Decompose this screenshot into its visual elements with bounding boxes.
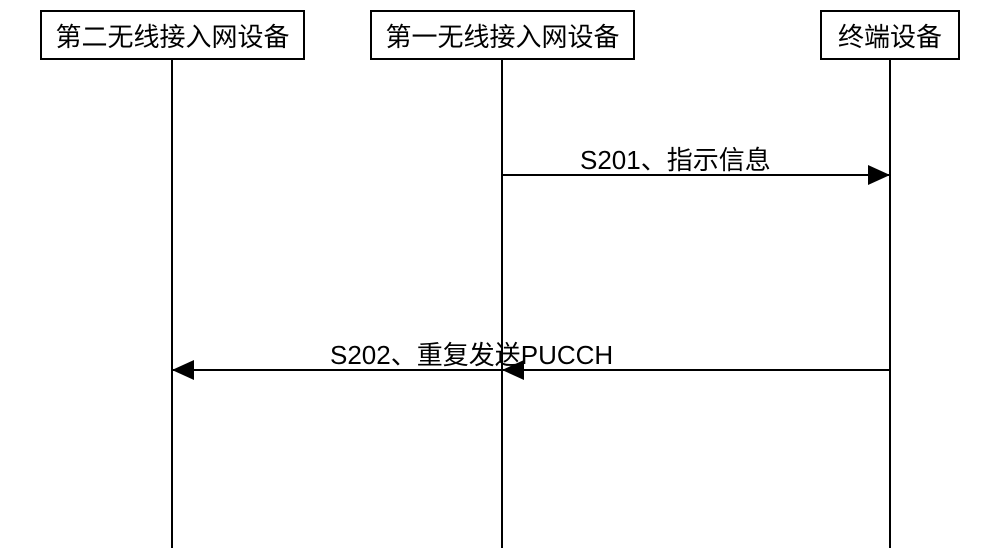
lifeline-second-ran bbox=[171, 60, 173, 548]
arrow-head-s202-mid bbox=[502, 360, 524, 380]
participant-box-terminal: 终端设备 bbox=[820, 10, 960, 60]
message-line-s201 bbox=[502, 174, 890, 176]
message-line-s202 bbox=[172, 369, 890, 371]
lifeline-terminal bbox=[889, 60, 891, 548]
participant-label-second-ran: 第二无线接入网设备 bbox=[55, 17, 289, 54]
arrow-head-s201 bbox=[868, 165, 890, 185]
lifeline-first-ran bbox=[501, 60, 503, 548]
message-label-s202: S202、重复发送PUCCH bbox=[330, 335, 613, 372]
participant-label-terminal: 终端设备 bbox=[838, 17, 942, 54]
sequence-diagram: 第二无线接入网设备 第一无线接入网设备 终端设备 S201、指示信息 S202、… bbox=[0, 0, 1000, 556]
message-label-s201: S201、指示信息 bbox=[580, 140, 771, 177]
participant-box-first-ran: 第一无线接入网设备 bbox=[370, 10, 635, 60]
participant-label-first-ran: 第一无线接入网设备 bbox=[385, 17, 619, 54]
arrow-head-s202-end bbox=[172, 360, 194, 380]
participant-box-second-ran: 第二无线接入网设备 bbox=[40, 10, 305, 60]
